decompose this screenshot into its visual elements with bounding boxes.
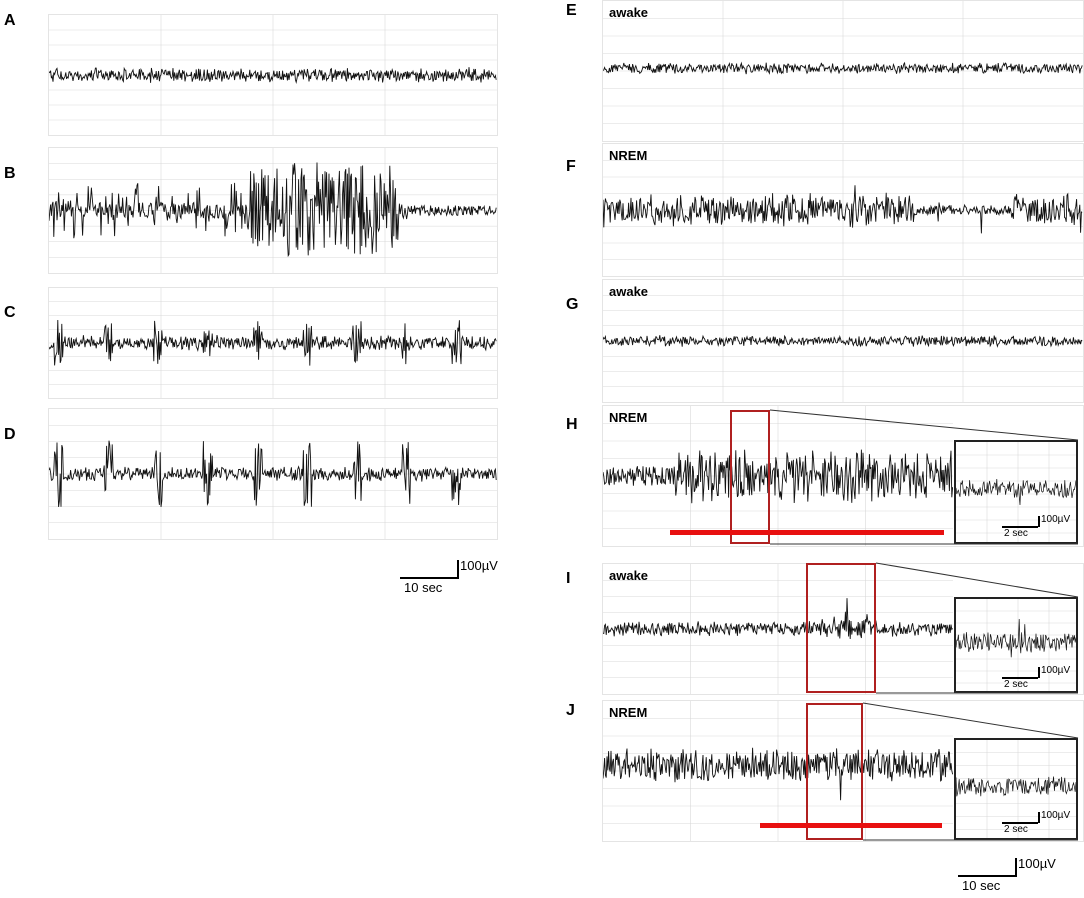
zoom-box-j	[806, 703, 863, 840]
scale-bar-amplitude-label: 100µV	[1018, 856, 1056, 871]
eeg-signal-path	[49, 440, 497, 507]
inset-panel-h: 100µV 2 sec	[954, 440, 1078, 544]
scale-bar-time-label: 10 sec	[404, 580, 443, 595]
eeg-panel-a	[48, 14, 498, 136]
state-label-g: awake	[609, 284, 649, 299]
highlight-bar-j	[760, 823, 942, 828]
panel-label-j: J	[566, 702, 575, 719]
eeg-trace-j	[603, 701, 953, 841]
inset-panel-i: 100µV 2 sec	[954, 597, 1078, 693]
panel-label-i: I	[566, 570, 571, 587]
eeg-signal-path	[603, 449, 953, 504]
eeg-panel-d	[48, 408, 498, 540]
eeg-panel-f: NREM	[602, 143, 1084, 277]
zoom-box-i	[806, 563, 876, 693]
scale-bar-time-line	[400, 577, 457, 579]
eeg-signal-path	[603, 334, 1083, 348]
eeg-signal-path	[956, 478, 1076, 506]
eeg-signal-path	[956, 776, 1076, 797]
inset-trace-h	[956, 442, 1076, 542]
eeg-signal-path	[49, 162, 497, 258]
panel-label-g: G	[566, 296, 579, 313]
eeg-signal-path	[603, 598, 953, 640]
eeg-trace-d	[49, 409, 497, 539]
eeg-signal-path	[603, 185, 1083, 234]
state-label-f: NREM	[609, 148, 648, 163]
scale-bar-amplitude-line	[457, 560, 459, 579]
scale-bar-time-line	[958, 875, 1015, 877]
eeg-panel-b	[48, 147, 498, 274]
panel-label-d: D	[4, 426, 16, 443]
inset-scale-amplitude-line	[1038, 667, 1040, 678]
inset-scale-time-label: 2 sec	[1004, 528, 1028, 539]
inset-scale-bar-i: 100µV 2 sec	[1002, 665, 1076, 691]
eeg-trace-a	[49, 15, 497, 135]
inset-scale-amplitude-line	[1038, 516, 1040, 527]
panel-label-e: E	[566, 2, 577, 19]
state-label-e: awake	[609, 5, 649, 20]
eeg-trace-h	[603, 406, 953, 546]
panel-label-b: B	[4, 165, 16, 182]
zoom-box-h	[730, 410, 770, 544]
inset-trace-j	[956, 740, 1076, 838]
eeg-signal-path	[49, 66, 497, 84]
highlight-bar-h	[670, 530, 944, 535]
eeg-signal-path	[49, 319, 497, 366]
inset-scale-amplitude-label: 100µV	[1041, 810, 1071, 821]
eeg-signal-path	[603, 61, 1083, 75]
eeg-trace-i	[603, 564, 953, 694]
inset-scale-time-line	[1002, 526, 1038, 528]
scale-bar-amplitude-label: 100µV	[460, 558, 498, 573]
state-label-i: awake	[609, 568, 649, 583]
eeg-panel-e: awake	[602, 0, 1084, 142]
scale-bar-amplitude-line	[1015, 858, 1017, 877]
inset-scale-bar-j: 100µV 2 sec	[1002, 810, 1076, 838]
inset-trace-i	[956, 599, 1076, 691]
panel-label-h: H	[566, 416, 578, 433]
eeg-trace-b	[49, 148, 497, 273]
scale-bar-time-label: 10 sec	[962, 878, 1001, 893]
eeg-trace-g	[603, 280, 1083, 402]
scale-bar-right: 100µV 10 sec	[958, 856, 1068, 898]
inset-scale-time-line	[1002, 677, 1038, 679]
inset-scale-time-label: 2 sec	[1004, 679, 1028, 690]
inset-scale-time-line	[1002, 822, 1038, 824]
eeg-trace-f	[603, 144, 1083, 276]
eeg-trace-c	[49, 288, 497, 398]
inset-scale-bar-h: 100µV 2 sec	[1002, 514, 1076, 542]
inset-scale-amplitude-label: 100µV	[1041, 665, 1071, 676]
eeg-signal-path	[956, 618, 1076, 658]
panel-label-c: C	[4, 304, 16, 321]
panel-label-f: F	[566, 158, 576, 175]
eeg-trace-e	[603, 1, 1083, 141]
eeg-panel-c	[48, 287, 498, 399]
scale-bar-left: 100µV 10 sec	[400, 558, 510, 600]
inset-scale-time-label: 2 sec	[1004, 824, 1028, 835]
inset-scale-amplitude-line	[1038, 812, 1040, 823]
inset-panel-j: 100µV 2 sec	[954, 738, 1078, 840]
eeg-signal-path	[603, 747, 953, 801]
inset-scale-amplitude-label: 100µV	[1041, 514, 1071, 525]
state-label-h: NREM	[609, 410, 648, 425]
state-label-j: NREM	[609, 705, 648, 720]
panel-label-a: A	[4, 12, 16, 29]
eeg-panel-g: awake	[602, 279, 1084, 403]
